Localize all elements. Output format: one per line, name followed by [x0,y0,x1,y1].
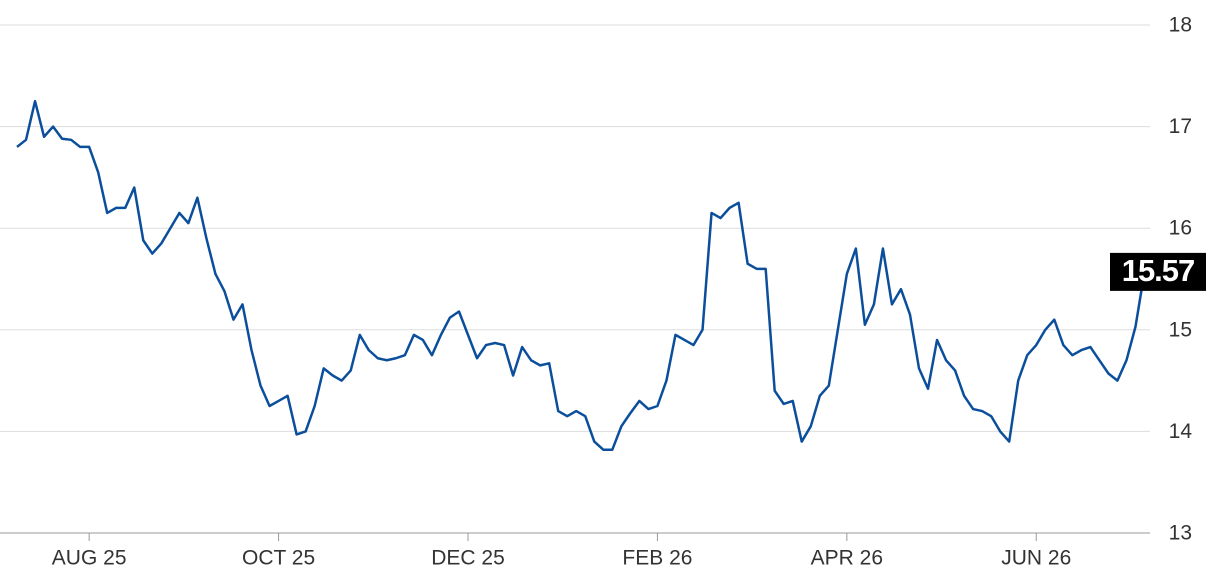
x-tick-label: OCT 25 [242,547,315,570]
y-tick-label: 14 [1169,420,1193,443]
y-tick-label: 17 [1169,115,1192,138]
price-line [16,99,1146,451]
y-tick-label: 13 [1169,522,1192,545]
last-value-label: 15.57 [1122,253,1195,288]
x-tick-label: JUN 26 [1001,547,1071,570]
x-tick-label: FEB 26 [622,547,692,570]
y-tick-label: 15 [1169,318,1192,341]
x-tick-label: AUG 25 [52,547,127,570]
x-tick-label: APR 26 [811,547,883,570]
y-tick-label: 16 [1169,217,1192,240]
x-tick-label: DEC 25 [431,547,505,570]
y-tick-label: 18 [1169,14,1192,37]
last-value-box [1110,252,1206,291]
